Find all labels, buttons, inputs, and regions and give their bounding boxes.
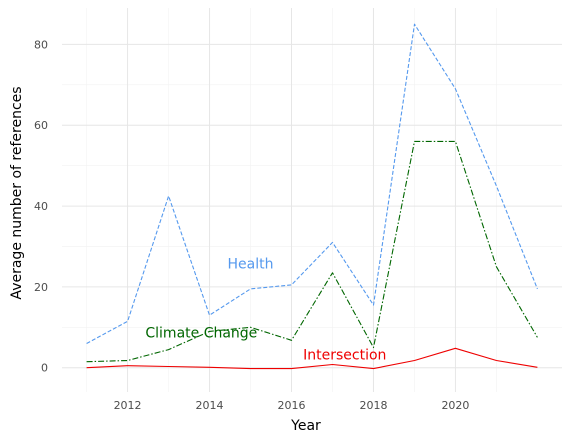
x-tick-label: 2012 [114,399,142,412]
x-tick-label: 2018 [359,399,387,412]
series-labels: Health Climate Change Intersection [145,257,386,364]
series-label-climate-change: Climate Change [145,325,257,341]
y-axis-title: Average number of references [9,86,25,299]
series-label-health: Health [228,257,274,273]
series-line-climate-change [86,140,538,363]
x-axis-ticks: 2012 2014 2016 2018 2020 [114,399,470,412]
x-tick-label: 2016 [278,399,306,412]
y-axis-ticks: 0 20 40 60 80 [34,38,48,374]
y-tick-label: 0 [41,362,48,375]
y-tick-label: 20 [34,281,48,294]
series-lines [86,23,538,370]
grid-lines [62,8,562,392]
x-axis-title: Year [290,418,321,434]
series-label-intersection: Intersection [303,348,386,364]
x-tick-label: 2014 [196,399,224,412]
x-tick-label: 2020 [441,399,469,412]
y-tick-label: 40 [34,200,48,213]
y-tick-label: 60 [34,119,48,132]
series-line-health [86,23,538,344]
y-tick-label: 80 [34,38,48,51]
series-line-intersection [86,347,538,370]
